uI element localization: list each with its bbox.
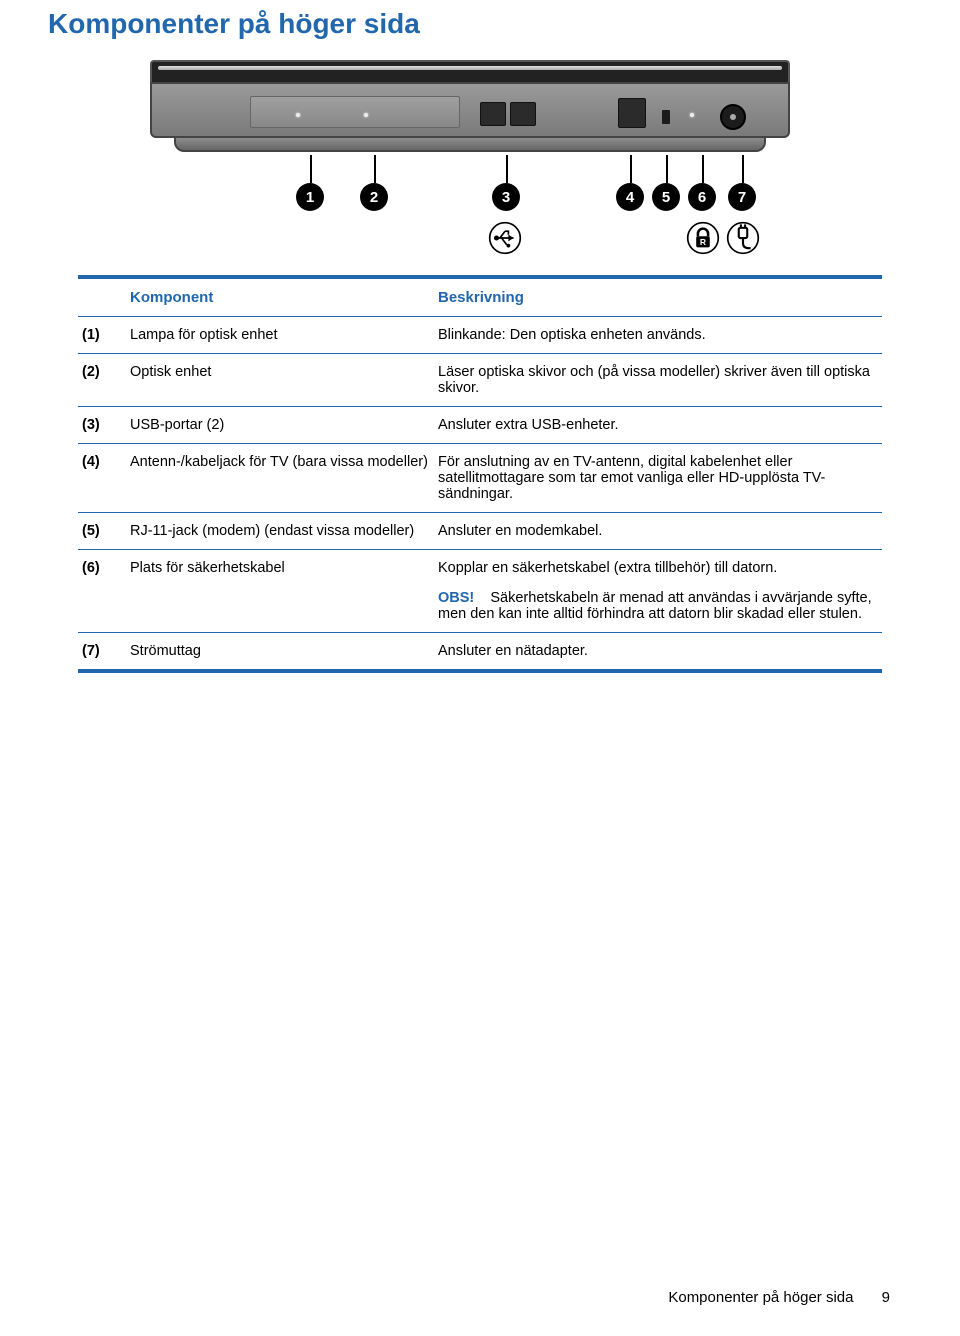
row-name: Plats för säkerhetskabel <box>130 560 430 622</box>
row-desc: Ansluter extra USB-enheter. <box>438 417 878 433</box>
row-index: (7) <box>82 643 122 659</box>
callout-bubble: 2 <box>360 183 388 211</box>
row-desc: Ansluter en nätadapter. <box>438 643 878 659</box>
callout-bubble: 6 <box>688 183 716 211</box>
row-index: (2) <box>82 364 122 396</box>
row-name: RJ-11-jack (modem) (endast vissa modelle… <box>130 523 430 539</box>
table-row: (5) RJ-11-jack (modem) (endast vissa mod… <box>78 513 882 550</box>
note-text: Säkerhetskabeln är menad att användas i … <box>438 590 872 622</box>
table-row: (6) Plats för säkerhetskabel Kopplar en … <box>78 550 882 633</box>
table-row: (2) Optisk enhet Läser optiska skivor oc… <box>78 354 882 407</box>
row-name: Strömuttag <box>130 643 430 659</box>
table-row: (1) Lampa för optisk enhet Blinkande: De… <box>78 317 882 354</box>
callout-bubble: 7 <box>728 183 756 211</box>
table-header: Komponent Beskrivning <box>78 279 882 317</box>
row-name: USB-portar (2) <box>130 417 430 433</box>
product-image: 1 2 3 4 5 6 7 R <box>150 60 790 245</box>
row-desc: Ansluter en modemkabel. <box>438 523 878 539</box>
callout-bubble: 4 <box>616 183 644 211</box>
callout-bubble: 5 <box>652 183 680 211</box>
row-desc: För anslutning av en TV-antenn, digital … <box>438 454 878 502</box>
row-index: (3) <box>82 417 122 433</box>
usb-icon <box>488 221 522 255</box>
col-header-description: Beskrivning <box>438 289 878 306</box>
footer-page-number: 9 <box>882 1289 890 1306</box>
col-header-component: Komponent <box>130 289 430 306</box>
component-table: Komponent Beskrivning (1) Lampa för opti… <box>78 275 882 673</box>
table-row: (7) Strömuttag Ansluter en nätadapter. <box>78 633 882 669</box>
callout-bubble: 3 <box>492 183 520 211</box>
row-index: (4) <box>82 454 122 502</box>
table-row: (4) Antenn-/kabeljack för TV (bara vissa… <box>78 444 882 513</box>
row-name: Antenn-/kabeljack för TV (bara vissa mod… <box>130 454 430 502</box>
callout-bubble: 1 <box>296 183 324 211</box>
row-index: (1) <box>82 327 122 343</box>
row-desc: Läser optiska skivor och (på vissa model… <box>438 364 878 396</box>
note-label: OBS! <box>438 590 474 606</box>
svg-text:R: R <box>700 237 706 247</box>
row-desc: Kopplar en säkerhetskabel (extra tillbeh… <box>438 560 878 622</box>
row-desc: Blinkande: Den optiska enheten används. <box>438 327 878 343</box>
lock-icon: R <box>686 221 720 255</box>
page-title: Komponenter på höger sida <box>0 0 960 40</box>
row-index: (6) <box>82 560 122 622</box>
footer-section: Komponenter på höger sida <box>668 1289 853 1306</box>
row-name: Lampa för optisk enhet <box>130 327 430 343</box>
row-name: Optisk enhet <box>130 364 430 396</box>
row-index: (5) <box>82 523 122 539</box>
table-row: (3) USB-portar (2) Ansluter extra USB-en… <box>78 407 882 444</box>
callout-layer: 1 2 3 4 5 6 7 R <box>150 155 790 245</box>
power-icon <box>726 221 760 255</box>
page-footer: Komponenter på höger sida 9 <box>668 1289 890 1306</box>
